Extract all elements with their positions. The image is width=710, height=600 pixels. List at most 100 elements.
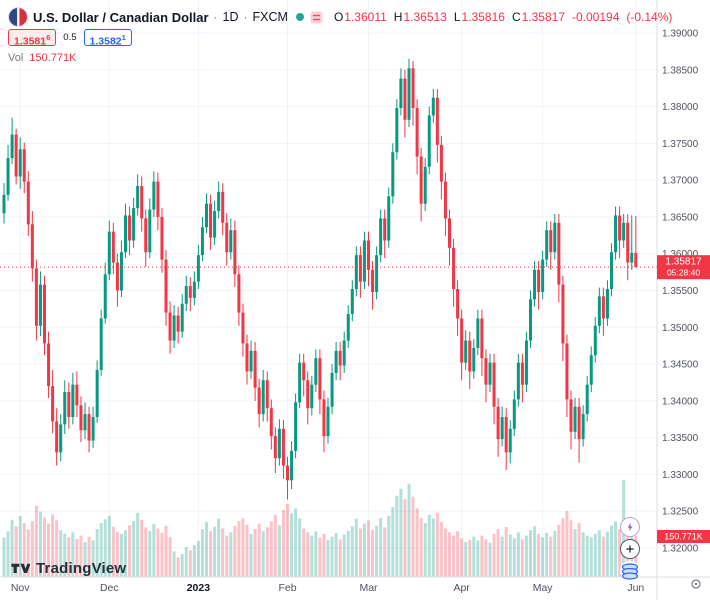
volume-bar <box>601 536 605 577</box>
volume-bar <box>63 533 67 577</box>
candle-body <box>431 97 435 116</box>
candle-body <box>391 152 395 197</box>
candle-body <box>152 181 156 210</box>
volume-bar <box>379 518 383 577</box>
volume-bar <box>205 521 208 577</box>
candle-body <box>460 318 464 363</box>
volume-bar <box>103 519 107 577</box>
ohlc-readout: O 1.36011 H 1.36513 L 1.35816 C 1.35817 -0.0… <box>333 10 673 24</box>
candle-body <box>326 406 330 437</box>
timeframe-label[interactable]: 1D <box>222 10 239 24</box>
candle-body <box>277 428 281 459</box>
volume-bar <box>265 527 269 577</box>
price-tick-label: 1.33000 <box>662 470 699 481</box>
candle-body <box>557 222 561 285</box>
candle-body <box>148 209 152 253</box>
volume-bar <box>557 524 561 577</box>
volume-bar <box>439 521 443 577</box>
candle-body <box>18 149 22 177</box>
volume-bar <box>22 523 26 577</box>
candle-body <box>468 340 472 372</box>
volume-bar <box>456 531 460 577</box>
volume-bar <box>553 530 557 577</box>
candle-body <box>192 281 196 298</box>
candle-body <box>156 181 160 217</box>
candle-body <box>524 340 528 385</box>
buy-button[interactable]: 1.35821 <box>83 29 132 48</box>
volume-bar <box>176 557 180 577</box>
volume-bar <box>188 550 192 577</box>
volume-bar <box>423 523 427 577</box>
volume-bar <box>111 526 115 577</box>
volume-bar <box>241 518 245 577</box>
candle-body <box>354 255 358 290</box>
volume-bar <box>87 536 91 577</box>
candle-body <box>492 362 496 407</box>
candle-body <box>136 186 140 209</box>
price-tick-label: 1.38000 <box>662 102 699 113</box>
volume-bar <box>318 537 322 577</box>
candle-body <box>205 203 208 228</box>
exchange-label[interactable]: FXCM <box>252 10 288 24</box>
volume-bar <box>427 514 431 577</box>
sell-button[interactable]: 1.35816 <box>8 29 57 48</box>
price-tick-label: 1.36500 <box>662 212 699 223</box>
close-value: 1.35817 <box>521 10 565 24</box>
price-tick-label: 1.39000 <box>662 29 699 40</box>
volume-legend[interactable]: Vol 150.771K <box>8 52 76 64</box>
volume-bar <box>411 496 415 577</box>
candle-body <box>269 408 273 437</box>
candle-body <box>22 149 26 182</box>
candle-body <box>464 340 468 363</box>
volume-bar <box>156 528 160 577</box>
volume-bar <box>330 536 334 577</box>
volume-bar <box>180 553 184 577</box>
volume-layer <box>2 480 638 577</box>
change-value: -0.00194 <box>572 10 620 24</box>
volume-bar <box>51 514 55 577</box>
volume-bar <box>83 542 87 577</box>
candle-body <box>14 134 18 177</box>
volume-bar <box>391 507 395 577</box>
candle-body <box>314 358 318 385</box>
volume-bar <box>492 533 496 577</box>
gear-icon <box>691 579 701 589</box>
candle-body <box>265 380 269 409</box>
candle-body <box>553 222 557 253</box>
object-tree-button[interactable] <box>620 561 640 581</box>
candle-body <box>415 108 419 157</box>
candle-body <box>610 252 613 290</box>
volume-bar <box>476 540 480 577</box>
candle-body <box>290 450 294 481</box>
time-tick-label: Jun <box>627 582 644 594</box>
news-feed-icon[interactable] <box>310 11 323 24</box>
volume-bar <box>367 520 370 577</box>
candle-body <box>516 362 520 400</box>
candle-body <box>302 362 306 381</box>
candle-body <box>411 68 415 109</box>
candle-body <box>298 362 302 403</box>
bar-countdown: 05:28:40 <box>667 268 700 278</box>
volume-bar <box>14 526 18 577</box>
candle-body <box>589 355 593 385</box>
separator-dot: · <box>243 10 248 24</box>
candle-body <box>504 417 508 453</box>
scale-settings-button[interactable] <box>690 577 702 595</box>
chart-legend[interactable]: U.S. Dollar / Canadian Dollar · 1D · FXC… <box>8 7 672 27</box>
candle-body <box>565 343 569 400</box>
volume-bar <box>383 527 387 577</box>
quick-trade-button[interactable] <box>620 517 640 537</box>
price-tick-label: 1.34000 <box>662 396 699 407</box>
symbol-title[interactable]: U.S. Dollar / Canadian Dollar <box>33 9 209 25</box>
volume-bar <box>43 517 46 577</box>
market-status-icon <box>295 13 304 21</box>
add-alert-button[interactable] <box>620 539 640 559</box>
volume-bar <box>524 535 528 577</box>
volume-bar <box>480 535 484 577</box>
tradingview-logo[interactable]: TradingView <box>10 558 126 578</box>
volume-bar <box>237 521 241 577</box>
volume-bar <box>508 534 512 577</box>
candle-body <box>403 78 407 120</box>
volume-bar <box>342 534 346 577</box>
